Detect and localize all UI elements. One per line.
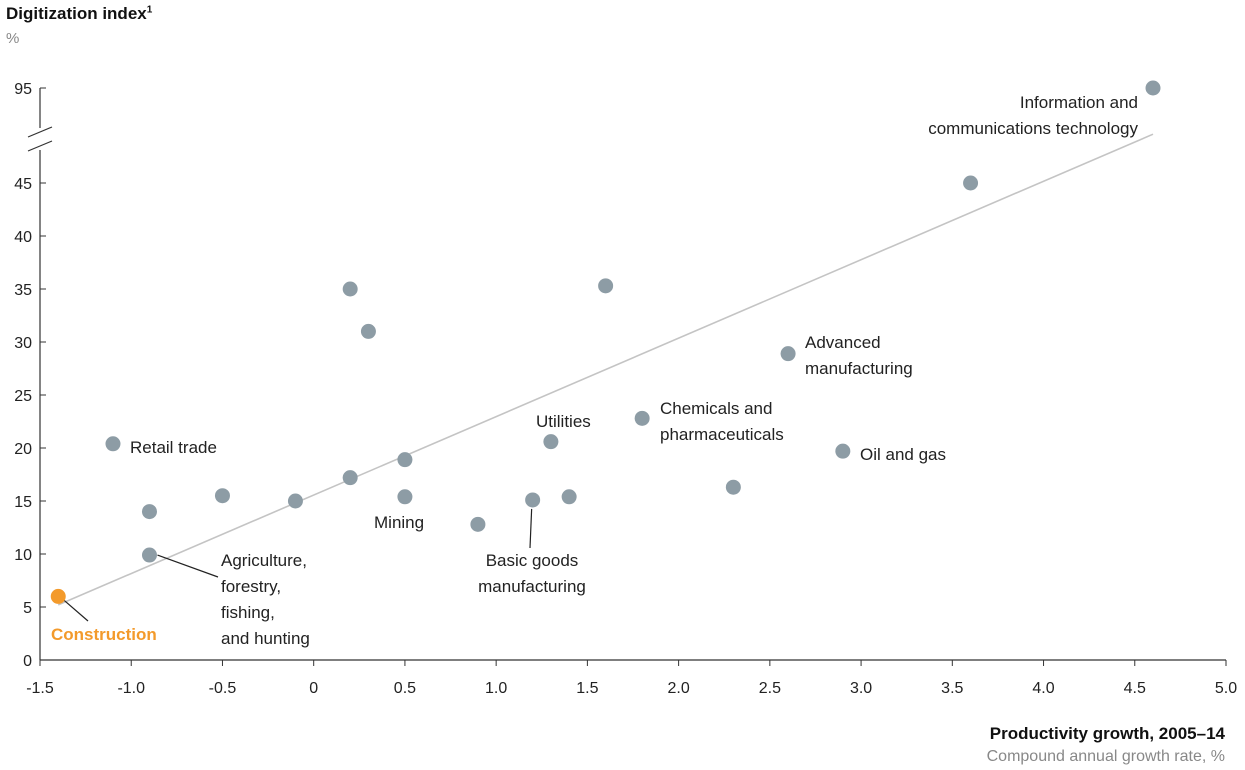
- annotation-label: Retail trade: [130, 438, 217, 457]
- data-point: [634, 410, 650, 426]
- data-point: [342, 281, 358, 297]
- y-tick-label: 25: [14, 388, 32, 405]
- x-tick-label: 4.5: [1124, 680, 1146, 697]
- x-axis-title: Productivity growth, 2005–14: [989, 724, 1225, 743]
- annotation-label: Mining: [374, 513, 424, 532]
- data-point: [287, 493, 303, 509]
- y-axis-title-footnote: 1: [146, 4, 153, 16]
- annotation-leader-line: [63, 599, 89, 622]
- annotation-label: Agriculture,: [221, 551, 307, 570]
- annotation-leader-line: [157, 554, 219, 578]
- annotation-label: Advanced: [805, 333, 881, 352]
- y-axis-title: Digitization index1: [6, 4, 153, 23]
- x-tick-label: 0.5: [394, 680, 416, 697]
- y-axis-break-mark: [27, 126, 53, 138]
- data-point: [397, 452, 413, 468]
- x-tick-label: -1.5: [26, 680, 54, 697]
- data-point: [725, 479, 741, 495]
- x-tick-label: 3.5: [941, 680, 963, 697]
- annotation-label: Basic goods: [486, 551, 579, 570]
- x-tick-label: 1.0: [485, 680, 507, 697]
- x-tick-label: 2.0: [667, 680, 689, 697]
- y-tick-label: 40: [14, 229, 32, 246]
- x-tick-label: 2.5: [759, 680, 781, 697]
- scatter-chart: -1.5 -1.0 -0.5 0 0.5 1.0 1.5 2.0 2.5 3.0 3.5 4.0 4.5…: [14, 80, 1237, 697]
- x-tick-label: 5.0: [1215, 680, 1237, 697]
- y-axis-break-mark: [27, 140, 53, 152]
- annotation-label: Information and: [1020, 93, 1138, 112]
- x-tick-label: 0: [309, 680, 318, 697]
- x-tick-label: -1.0: [117, 680, 145, 697]
- annotation-label: Oil and gas: [860, 445, 946, 464]
- x-tick-label: 3.0: [850, 680, 872, 697]
- annotation-label: pharmaceuticals: [660, 425, 784, 444]
- annotation-label: fishing,: [221, 603, 275, 622]
- annotation-label: and hunting: [221, 629, 310, 648]
- annotation-leader-line: [529, 508, 533, 549]
- annotation-label: forestry,: [221, 577, 281, 596]
- data-point: [780, 346, 796, 362]
- y-tick-label: 35: [14, 282, 32, 299]
- y-tick-label: 95: [14, 81, 32, 98]
- y-tick-label: 0: [23, 653, 32, 670]
- data-point: [50, 588, 66, 604]
- data-point: [835, 443, 851, 459]
- y-axis-unit: %: [6, 30, 20, 47]
- annotation-label: Chemicals and: [660, 399, 772, 418]
- data-point: [397, 489, 413, 505]
- annotation-label: manufacturing: [478, 577, 586, 596]
- data-point: [525, 492, 541, 508]
- data-point: [360, 323, 376, 339]
- data-point: [963, 175, 979, 191]
- y-tick-label: 20: [14, 441, 32, 458]
- annotation-label: Construction: [51, 625, 157, 644]
- y-tick-label: 30: [14, 335, 32, 352]
- data-point: [141, 547, 157, 563]
- y-tick-label: 15: [14, 494, 32, 511]
- data-point: [470, 516, 486, 532]
- annotation-label: Utilities: [536, 412, 591, 431]
- data-point: [214, 488, 230, 504]
- x-tick-label: 4.0: [1032, 680, 1054, 697]
- trend-line: [57, 133, 1154, 606]
- x-axis-subtitle: Compound annual growth rate, %: [986, 748, 1225, 765]
- x-tick-label: -0.5: [209, 680, 237, 697]
- annotation-label: manufacturing: [805, 359, 913, 378]
- annotation-label: communications technology: [928, 119, 1138, 138]
- data-point: [105, 436, 121, 452]
- data-point: [141, 504, 157, 520]
- x-tick-label: 1.5: [576, 680, 598, 697]
- y-tick-label: 10: [14, 547, 32, 564]
- data-point: [543, 434, 559, 450]
- y-tick-label: 5: [23, 600, 32, 617]
- y-tick-label: 45: [14, 176, 32, 193]
- data-point: [1145, 80, 1161, 96]
- data-point: [598, 278, 614, 294]
- data-point: [342, 470, 358, 486]
- data-point: [561, 489, 577, 505]
